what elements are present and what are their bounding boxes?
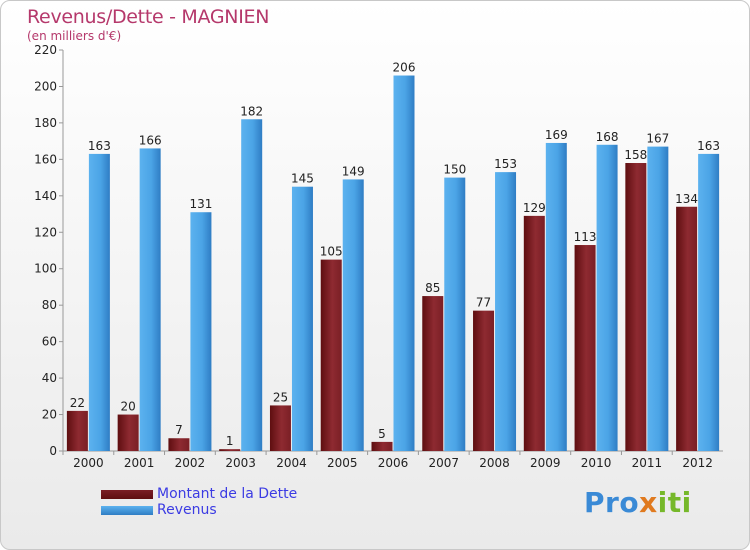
bar-revenue — [647, 146, 669, 451]
x-tick-label: 2011 — [632, 456, 663, 470]
x-tick-label: 2009 — [530, 456, 561, 470]
bar-debt — [168, 438, 190, 451]
data-label-debt: 1 — [226, 434, 234, 448]
data-label-revenue: 163 — [88, 139, 111, 153]
y-tick-label: 140 — [34, 189, 57, 203]
data-label-revenue: 168 — [596, 130, 619, 144]
data-label-debt: 85 — [425, 281, 440, 295]
data-label-debt: 20 — [121, 400, 136, 414]
data-label-debt: 25 — [273, 390, 288, 404]
bar-debt — [371, 441, 393, 451]
data-label-revenue: 149 — [342, 164, 365, 178]
bar-revenue — [698, 153, 720, 452]
bar-debt — [269, 405, 291, 451]
bar-revenue — [545, 142, 567, 451]
data-label-debt: 5 — [378, 427, 386, 441]
data-label-debt: 7 — [175, 423, 183, 437]
bar-debt — [320, 259, 342, 451]
data-label-revenue: 169 — [545, 128, 568, 142]
data-label-debt: 22 — [70, 396, 85, 410]
x-tick-label: 2001 — [124, 456, 155, 470]
y-tick-label: 20 — [42, 408, 57, 422]
data-label-revenue: 206 — [393, 61, 416, 75]
bar-revenue — [444, 177, 466, 451]
y-tick-label: 160 — [34, 152, 57, 166]
y-tick-label: 100 — [34, 262, 57, 276]
bar-revenue — [241, 119, 263, 451]
logo-part-2: x — [639, 486, 658, 519]
y-tick-label: 80 — [42, 298, 57, 312]
bar-revenue — [596, 144, 618, 452]
x-tick-label: 2010 — [581, 456, 612, 470]
x-tick-label: 2007 — [428, 456, 459, 470]
bar-revenue — [495, 172, 517, 451]
legend-label-revenue: Revenus — [157, 502, 217, 518]
bar-debt — [422, 296, 444, 451]
bar-debt — [473, 310, 495, 451]
y-tick-label: 200 — [34, 79, 57, 93]
bar-revenue — [342, 179, 364, 451]
bar-debt — [66, 410, 88, 451]
data-label-debt: 129 — [523, 201, 546, 215]
y-tick-label: 60 — [42, 335, 57, 349]
y-tick-label: 120 — [34, 225, 57, 239]
data-label-revenue: 145 — [291, 172, 314, 186]
data-label-revenue: 167 — [646, 132, 669, 146]
bar-debt — [523, 215, 545, 451]
data-label-revenue: 131 — [189, 197, 212, 211]
data-labels: 22 20 7 1 25 105 5 85 77 129 113 158 134 163 166 131 182… — [70, 61, 720, 449]
bar-revenue — [88, 153, 110, 452]
x-tick-label: 2003 — [225, 456, 256, 470]
y-tick-label: 220 — [34, 43, 57, 57]
x-tick-label: 2012 — [682, 456, 713, 470]
data-label-debt: 134 — [675, 192, 698, 206]
data-label-revenue: 182 — [240, 104, 263, 118]
data-label-debt: 77 — [476, 296, 491, 310]
bar-debt — [219, 449, 241, 451]
legend-swatch-revenue — [101, 506, 153, 515]
y-tick-label: 40 — [42, 371, 57, 385]
bar-debt — [625, 163, 647, 451]
bar-revenue — [393, 75, 415, 451]
data-label-revenue: 166 — [139, 133, 162, 147]
chart-title: Revenus/Dette - MAGNIEN — [27, 6, 270, 28]
legend-label-debt: Montant de la Dette — [157, 486, 298, 502]
data-label-debt: 113 — [574, 230, 597, 244]
legend-swatch-debt — [101, 490, 153, 499]
x-tick-label: 2005 — [327, 456, 358, 470]
x-tick-label: 2008 — [479, 456, 510, 470]
data-label-revenue: 163 — [697, 139, 720, 153]
proxiti-logo: Proxiti — [584, 486, 692, 519]
y-tick-label: 180 — [34, 116, 57, 130]
x-tick-label: 2002 — [175, 456, 206, 470]
data-label-revenue: 150 — [443, 163, 466, 177]
bar-revenue — [291, 186, 313, 452]
bar-debt — [574, 245, 596, 451]
bar-revenue — [190, 212, 212, 451]
bar-debt — [117, 414, 139, 451]
bars — [66, 75, 720, 452]
x-tick-label: 2004 — [276, 456, 307, 470]
logo-part-1: Pro — [584, 486, 640, 519]
y-tick-label: 0 — [49, 444, 57, 458]
logo-part-3: iti — [657, 486, 692, 519]
x-tick-label: 2006 — [378, 456, 409, 470]
data-label-debt: 158 — [624, 148, 647, 162]
data-label-debt: 105 — [320, 245, 343, 259]
bar-revenue — [139, 148, 161, 451]
x-tick-label: 2000 — [73, 456, 104, 470]
chart-subtitle: (en milliers d'€) — [27, 29, 122, 43]
bar-debt — [676, 206, 698, 451]
data-label-revenue: 153 — [494, 157, 517, 171]
